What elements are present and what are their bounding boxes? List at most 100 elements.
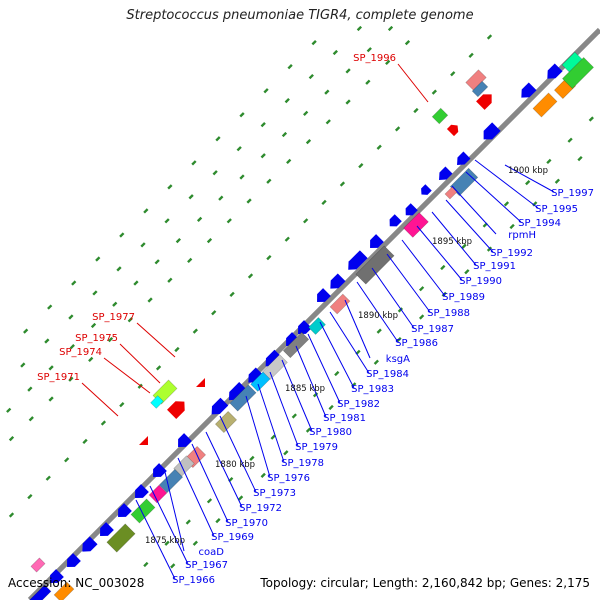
gc-tick xyxy=(324,89,330,95)
gene-feature xyxy=(148,484,168,504)
gc-tick xyxy=(154,259,160,265)
gene-arrow xyxy=(421,184,432,195)
leader-line xyxy=(269,371,299,447)
gc-tick xyxy=(185,519,191,525)
gene-feature xyxy=(389,214,402,227)
gc-tick xyxy=(27,493,33,500)
gene-label: ksgA xyxy=(386,354,410,365)
gc-tick xyxy=(47,304,53,310)
gc-tick xyxy=(82,438,88,445)
gc-tick xyxy=(187,257,193,264)
gene-box xyxy=(53,581,75,600)
gene-box xyxy=(158,468,184,494)
gc-tick xyxy=(192,328,198,334)
gc-tick xyxy=(133,280,139,286)
gc-tick xyxy=(119,402,125,408)
gc-tick xyxy=(236,146,242,152)
gene-box xyxy=(308,317,326,335)
gc-tick xyxy=(20,362,26,368)
gc-tick xyxy=(191,160,197,166)
gene-label: SP_1994 xyxy=(518,218,561,229)
gc-tick xyxy=(107,336,114,343)
gene-arrow xyxy=(330,273,346,289)
gene-arrow xyxy=(405,203,418,216)
gc-tick xyxy=(419,314,425,320)
gene-box xyxy=(150,395,164,409)
gene-feature xyxy=(130,498,156,524)
gene-box xyxy=(329,293,351,315)
gc-tick xyxy=(246,198,252,204)
backbone-highlight xyxy=(33,33,600,600)
gc-tick xyxy=(345,99,351,105)
gene-feature xyxy=(476,94,492,110)
gc-tick xyxy=(464,269,470,275)
gene-label: SP_1973 xyxy=(253,488,296,499)
gc-tick xyxy=(345,68,351,74)
kbp-marker: 1895 kbp xyxy=(432,237,472,247)
gene-label: SP_1972 xyxy=(239,503,282,514)
gene-label: SP_1969 xyxy=(211,532,254,543)
gc-tick xyxy=(143,208,149,214)
leader-line xyxy=(416,225,463,281)
gene-feature xyxy=(355,245,395,285)
leader-line xyxy=(386,253,431,313)
gc-tick xyxy=(431,89,437,95)
gene-arrow xyxy=(298,320,312,334)
gene-label: SP_1979 xyxy=(295,442,338,453)
leader-line xyxy=(119,343,161,384)
gene-arrow xyxy=(135,484,149,498)
gc-tick xyxy=(218,195,224,201)
gc-tick xyxy=(356,25,363,32)
gene-labels: SP_1977 SP_1975 SP_1974 SP_1971 SP_1996 SP_19… xyxy=(37,53,594,586)
map-title: Streptococcus pneumoniae TIGR4, complete… xyxy=(126,8,474,23)
gc-tick xyxy=(311,39,317,46)
gene-label: SP_1977 xyxy=(92,312,135,323)
gc-tick xyxy=(100,420,107,426)
leader-line xyxy=(103,357,151,394)
gene-arrow xyxy=(370,234,384,248)
gc-tick xyxy=(27,386,33,392)
gc-tick xyxy=(286,158,292,165)
gene-feature xyxy=(370,234,384,248)
gene-arrow xyxy=(476,94,492,110)
gc-tick xyxy=(116,266,122,272)
gc-tick xyxy=(260,472,266,478)
gc-tick xyxy=(325,119,331,125)
gc-tick xyxy=(284,236,290,242)
gene-box xyxy=(471,80,489,98)
gc-tick xyxy=(112,301,118,307)
gene-label: SP_1984 xyxy=(366,369,409,380)
gc-tick xyxy=(440,264,446,271)
gc-tick xyxy=(164,540,170,546)
gene-box xyxy=(355,245,395,285)
gene-feature xyxy=(265,349,283,367)
gene-feature xyxy=(178,433,192,447)
gc-tick xyxy=(461,243,467,249)
gc-tick xyxy=(404,39,411,46)
gene-box xyxy=(431,107,449,125)
gene-box xyxy=(229,384,257,412)
gc-tick xyxy=(147,297,153,303)
gc-tick xyxy=(339,181,346,187)
gc-tick xyxy=(287,64,293,70)
gene-arrow xyxy=(317,288,331,302)
gene-label: SP_1990 xyxy=(459,276,502,287)
gene-feature xyxy=(308,317,326,335)
leader-line xyxy=(431,211,477,266)
gc-tick xyxy=(140,242,146,248)
gene-feature xyxy=(403,212,429,238)
leader-line xyxy=(295,345,327,418)
gene-label: SP_1976 xyxy=(267,473,310,484)
gene-box xyxy=(561,51,583,73)
gene-arrow xyxy=(153,463,167,477)
gene-arrow xyxy=(50,569,64,583)
leader-line xyxy=(504,164,555,193)
gene-feature xyxy=(214,410,238,434)
gc-tick xyxy=(281,131,288,138)
gc-tick xyxy=(23,328,29,334)
gc-tick xyxy=(373,359,379,365)
gene-feature xyxy=(262,354,288,380)
gene-feature xyxy=(228,382,247,401)
gc-tick xyxy=(167,277,173,283)
leader-line xyxy=(397,63,429,103)
